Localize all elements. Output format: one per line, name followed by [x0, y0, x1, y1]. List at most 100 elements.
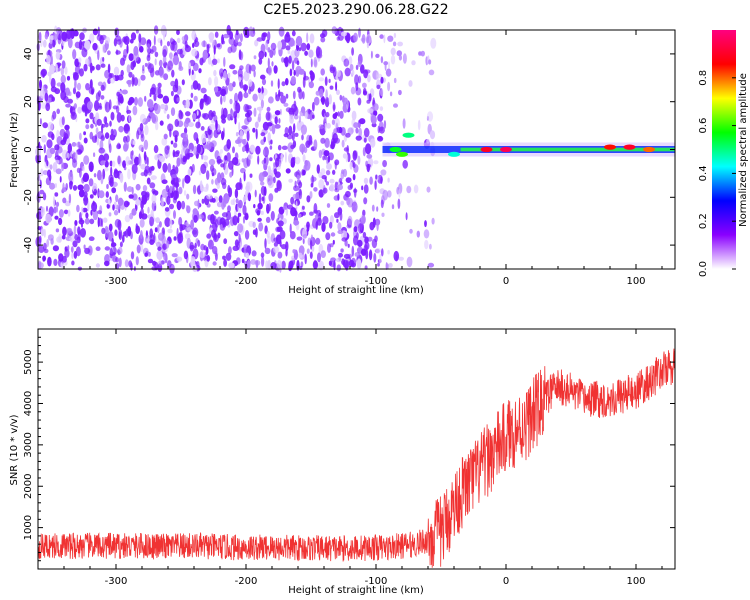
noise-blob: [416, 230, 420, 238]
noise-blob: [297, 86, 302, 93]
noise-blob: [333, 260, 336, 271]
noise-blob: [142, 64, 145, 72]
noise-blob: [187, 168, 192, 176]
noise-blob: [222, 182, 227, 190]
noise-blob: [54, 192, 59, 197]
noise-blob: [359, 118, 366, 125]
noise-blob: [173, 142, 178, 148]
noise-blob: [178, 111, 184, 120]
noise-blob: [274, 124, 281, 129]
y-tick-label: 5000: [23, 349, 34, 374]
noise-blob: [170, 41, 175, 51]
noise-blob: [132, 105, 138, 116]
noise-blob: [97, 217, 100, 228]
noise-blob: [336, 218, 339, 223]
noise-blob: [268, 140, 271, 146]
noise-blob: [196, 143, 201, 154]
noise-blob: [144, 191, 150, 198]
noise-blob: [264, 225, 268, 235]
noise-blob: [88, 178, 94, 187]
noise-blob: [93, 152, 96, 157]
noise-blob: [284, 33, 291, 43]
noise-blob: [150, 175, 157, 181]
noise-blob: [336, 69, 341, 78]
noise-blob: [288, 55, 292, 64]
noise-blob: [158, 221, 162, 228]
noise-blob: [267, 165, 272, 176]
noise-blob: [287, 204, 294, 210]
noise-blob: [67, 98, 73, 104]
noise-blob: [119, 96, 124, 104]
noise-blob: [383, 61, 389, 66]
snr-y-label: SNR (10 * v/v): [9, 414, 20, 485]
noise-blob: [369, 176, 373, 185]
noise-blob: [104, 36, 111, 44]
noise-blob: [245, 185, 250, 191]
noise-blob: [52, 38, 56, 48]
noise-blob: [89, 79, 93, 89]
noise-blob: [375, 248, 381, 254]
noise-blob: [398, 89, 402, 96]
noise-blob: [321, 29, 328, 38]
noise-blob: [380, 199, 384, 209]
noise-blob: [100, 175, 104, 185]
noise-blob: [325, 181, 329, 186]
noise-blob: [368, 249, 373, 261]
noise-blob: [270, 210, 275, 221]
noise-blob: [338, 252, 343, 258]
noise-blob: [89, 165, 94, 172]
noise-blob: [382, 189, 389, 201]
noise-blob: [285, 78, 289, 86]
noise-blob: [318, 189, 324, 198]
noise-blob: [363, 197, 368, 205]
noise-blob: [298, 186, 301, 196]
noise-blob: [296, 236, 303, 241]
signal-band-ridge: [460, 147, 675, 152]
noise-blob: [379, 34, 384, 39]
noise-blob: [294, 132, 299, 137]
noise-blob: [53, 33, 58, 41]
noise-blob: [293, 69, 296, 76]
noise-blob: [127, 168, 131, 180]
colorbar-label: Normalized spectral amplitude: [738, 73, 749, 227]
noise-blob: [153, 35, 156, 46]
noise-blob: [255, 128, 258, 140]
noise-blob: [332, 133, 339, 144]
noise-blob: [190, 219, 195, 230]
noise-blob: [238, 233, 241, 244]
noise-blob: [302, 154, 306, 163]
noise-blob: [286, 134, 293, 140]
noise-blob: [41, 84, 45, 91]
noise-blob: [144, 154, 148, 165]
noise-blob: [104, 260, 110, 267]
noise-blob: [166, 41, 171, 47]
noise-blob: [263, 157, 267, 164]
noise-blob: [135, 223, 138, 231]
noise-blob: [260, 132, 266, 137]
noise-blob: [239, 129, 244, 140]
noise-blob: [139, 122, 144, 132]
noise-blob: [254, 39, 259, 47]
noise-blob: [60, 82, 66, 93]
noise-blob: [253, 107, 257, 118]
noise-blob: [293, 123, 296, 133]
noise-blob: [206, 255, 211, 262]
noise-blob: [210, 164, 215, 172]
noise-blob: [191, 69, 194, 76]
noise-blob: [367, 74, 371, 83]
noise-blob: [302, 169, 306, 176]
noise-blob: [264, 238, 267, 249]
noise-blob: [271, 61, 274, 67]
noise-blob: [358, 27, 361, 38]
noise-blob: [258, 172, 265, 182]
noise-blob: [373, 252, 377, 263]
noise-blob: [155, 154, 161, 160]
noise-blob: [166, 113, 170, 120]
noise-blob: [303, 75, 309, 81]
noise-blob: [380, 56, 384, 64]
noise-blob: [42, 122, 48, 129]
noise-blob: [246, 29, 250, 38]
noise-blob: [123, 124, 130, 132]
noise-blob: [370, 50, 373, 59]
